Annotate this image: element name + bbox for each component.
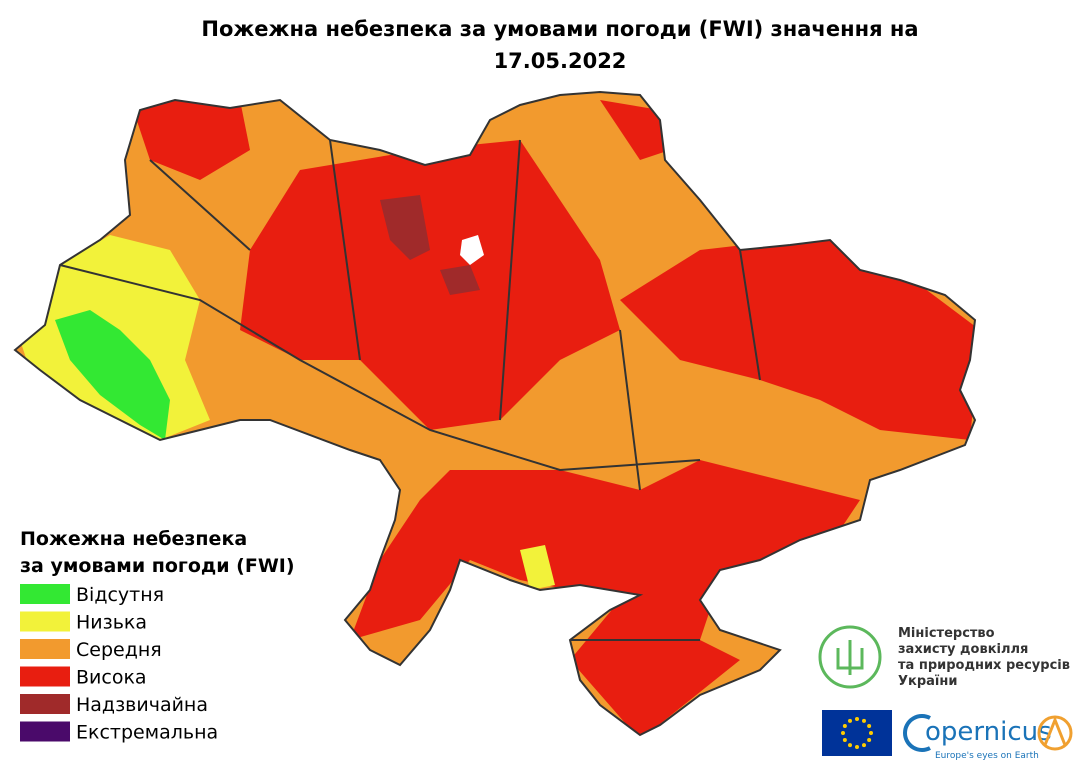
title-date: 17.05.2022 [494,49,627,73]
region-high [620,235,975,440]
eu-star [862,718,866,723]
region-low [520,545,555,590]
eu-star [848,718,852,723]
region-high [240,140,620,430]
eu-star [842,738,847,742]
eu-star [855,717,859,721]
title: Пожежна небезпека за умовами погоди (FWI… [201,17,918,41]
region-extreme-high [440,265,480,295]
legend-label: Висока [76,667,147,689]
eu-flag [822,710,892,756]
eu-star [842,724,847,728]
legend-swatch [20,611,70,632]
region-high [600,100,670,160]
legend-label: Відсутня [76,584,164,606]
legend-label: Низька [76,612,147,634]
eu-star [869,731,873,735]
ministry-logo: Міністерство захисту довкілля та природн… [818,625,1070,689]
region-extreme-high [380,195,430,260]
ministry-text: України [898,674,957,689]
legend-label: Екстремальна [76,722,218,744]
legend-swatch [20,584,70,604]
legend: Відсутня Низька Середня Висока Надзвичайна Ек… [20,584,218,744]
copernicus-name: opernicus [925,717,1052,747]
legend-label: Надзвичайна [76,694,208,716]
borders [59,139,761,641]
eu-star [867,724,872,728]
copernicus-tagline: Europe's eyes on Earth [935,751,1039,761]
region-high [350,460,860,735]
legend-swatch [20,639,70,659]
eu-star [841,731,845,735]
eu-star [867,738,872,742]
kyiv [460,235,484,265]
legend-swatch [20,666,70,687]
legend-label: Середня [76,639,162,661]
ministry-text: та природних ресурсів [898,658,1070,673]
eu-star [862,743,866,748]
ministry-text: захисту довкілля [898,642,1028,657]
region-none [55,310,170,440]
legend-swatch [20,694,70,714]
eu-star [848,743,852,748]
eu-star [855,745,859,749]
copernicus-logo: opernicus Europe's eyes on Earth [903,714,1073,761]
ministry-text: Міністерство [898,626,995,641]
legend-swatch [20,721,70,742]
legend-title: за умовами погоди (FWI) [20,555,295,577]
legend-title: Пожежна небезпека [20,528,247,550]
region-high [130,100,250,180]
